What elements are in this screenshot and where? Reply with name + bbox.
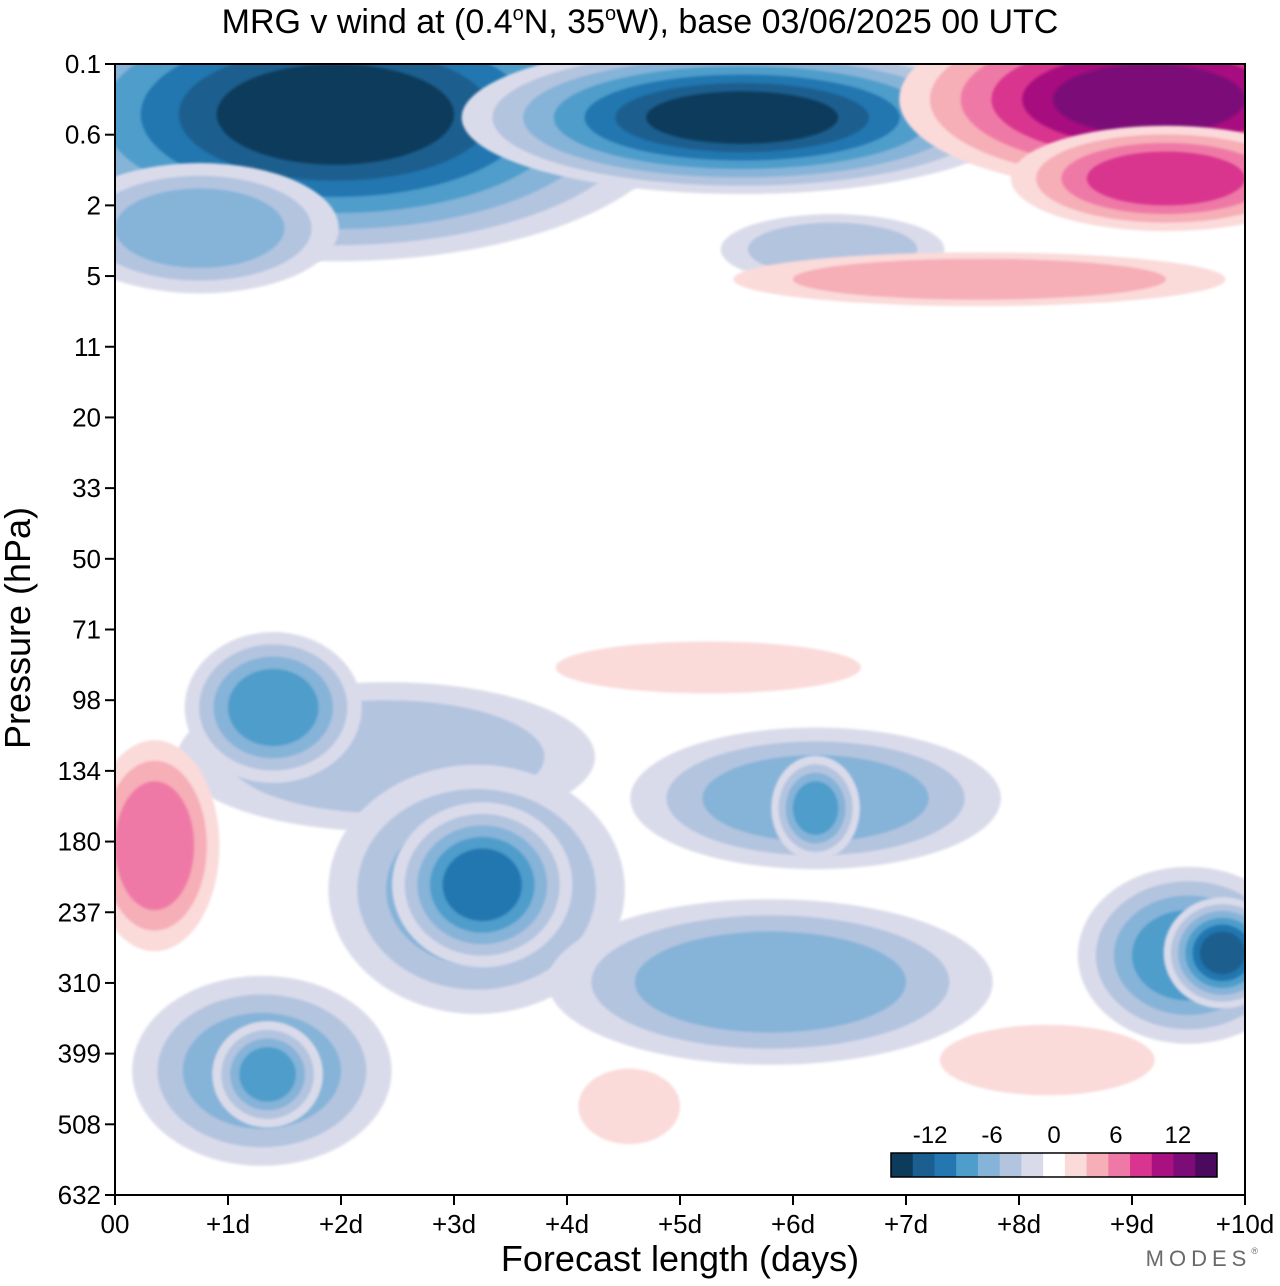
negative-contour xyxy=(228,668,319,746)
y-tick-label: 180 xyxy=(58,827,101,857)
colorbar-swatch xyxy=(977,1153,1001,1177)
x-tick-label: +9d xyxy=(1110,1209,1154,1239)
negative-contour xyxy=(793,781,839,835)
colorbar-swatch xyxy=(999,1153,1022,1177)
colorbar-swatch xyxy=(1021,1153,1044,1177)
y-tick-label: 71 xyxy=(72,615,101,645)
negative-contour xyxy=(216,64,454,165)
y-tick-label: 632 xyxy=(58,1180,101,1210)
y-tick-label: 134 xyxy=(58,756,101,786)
y-tick-label: 98 xyxy=(72,685,101,715)
x-tick-label: +3d xyxy=(432,1209,476,1239)
x-tick-label: +6d xyxy=(771,1209,815,1239)
degree-mark: o xyxy=(605,3,617,25)
title-suffix: W), base 03/06/2025 00 UTC xyxy=(616,3,1059,41)
y-axis: 0.1 0.6 2 5 11 20 33 50 71 98 134 180 237 310 399 508 63… xyxy=(58,49,115,1210)
colorbar-swatch xyxy=(891,1153,914,1177)
colorbar-swatch xyxy=(1043,1153,1066,1177)
colorbar-swatch xyxy=(1130,1153,1153,1177)
positive-contour xyxy=(793,258,1166,300)
chart-title: MRG v wind at (0.4oN, 35oW), base 03/06/… xyxy=(0,0,1280,44)
brand-mark: ® xyxy=(1251,1246,1258,1256)
negative-contour xyxy=(239,1047,296,1102)
x-axis: 00 +1d +2d +3d +4d +5d +6d +7d +8d +9d +10d xyxy=(101,1195,1275,1239)
colorbar-swatch xyxy=(1195,1153,1218,1177)
colorbar-label: 6 xyxy=(1109,1122,1122,1149)
y-axis-label: Pressure (hPa) xyxy=(0,506,38,750)
y-tick-label: 20 xyxy=(72,402,101,432)
x-tick-label: +7d xyxy=(884,1209,928,1239)
x-tick-label: +1d xyxy=(206,1209,250,1239)
positive-contour xyxy=(1086,151,1245,206)
y-tick-label: 0.1 xyxy=(65,49,101,79)
positive-contour xyxy=(939,1024,1155,1096)
y-tick-label: 50 xyxy=(72,544,101,574)
colorbar-swatch xyxy=(1151,1153,1175,1177)
brand-logo: MODES® xyxy=(1146,1246,1258,1272)
x-tick-label: +10d xyxy=(1216,1209,1275,1239)
colorbar: -12 -6 0 6 12 xyxy=(885,1109,1223,1183)
colorbar-label: 0 xyxy=(1047,1122,1060,1149)
brand-text: MODES xyxy=(1145,1246,1252,1271)
y-tick-label: 2 xyxy=(87,190,101,220)
positive-contour xyxy=(115,781,195,911)
y-tick-label: 237 xyxy=(58,897,101,927)
negative-contour xyxy=(1199,931,1245,975)
x-axis-label: Forecast length (days) xyxy=(500,1238,860,1279)
degree-mark: o xyxy=(512,3,524,25)
y-tick-label: 11 xyxy=(74,332,101,362)
colorbar-swatch xyxy=(956,1153,979,1177)
colorbar-swatch xyxy=(1064,1153,1088,1177)
y-tick-label: 399 xyxy=(58,1039,101,1069)
x-tick-label: +8d xyxy=(997,1209,1041,1239)
y-tick-label: 508 xyxy=(58,1109,101,1139)
negative-contour xyxy=(115,188,285,268)
positive-contour xyxy=(1052,64,1245,135)
x-tick-label: 00 xyxy=(101,1209,130,1239)
negative-contour xyxy=(442,848,522,921)
contour-field xyxy=(115,64,1245,1166)
colorbar-swatch xyxy=(934,1153,957,1177)
title-prefix: MRG v wind at (0.4 xyxy=(221,3,513,41)
colorbar-swatch xyxy=(1173,1153,1196,1177)
y-tick-label: 5 xyxy=(87,261,101,291)
colorbar-label: 12 xyxy=(1165,1122,1192,1149)
y-tick-label: 33 xyxy=(72,473,101,503)
colorbar-swatch xyxy=(912,1153,935,1177)
colorbar-label: -6 xyxy=(981,1122,1002,1149)
colorbar-swatch xyxy=(1086,1153,1109,1177)
x-tick-label: +2d xyxy=(319,1209,363,1239)
colorbar-label: -12 xyxy=(913,1122,948,1149)
negative-contour xyxy=(646,91,839,144)
title-mid: N, 35 xyxy=(523,3,605,41)
positive-contour xyxy=(578,1068,681,1145)
x-tick-label: +5d xyxy=(658,1209,702,1239)
positive-contour xyxy=(555,641,861,694)
x-tick-label: +4d xyxy=(545,1209,589,1239)
colorbar-outline xyxy=(890,1152,1218,1178)
negative-contour xyxy=(634,931,907,1033)
y-tick-label: 0.6 xyxy=(65,120,101,150)
colorbar-swatch xyxy=(1108,1153,1131,1177)
y-tick-label: 310 xyxy=(58,968,101,998)
